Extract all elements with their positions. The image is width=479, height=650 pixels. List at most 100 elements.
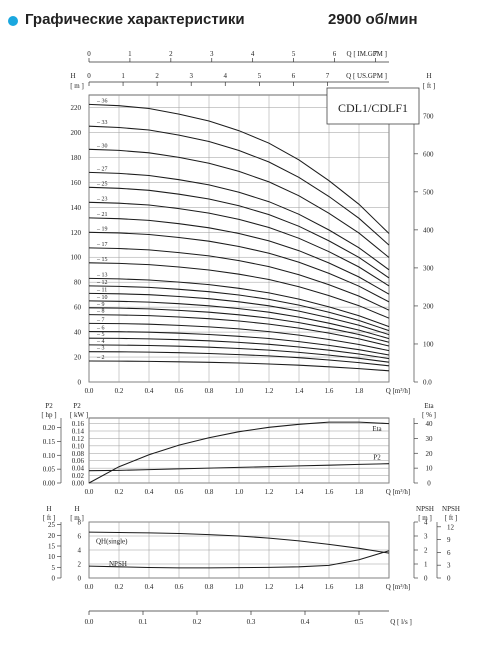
p2-series-label: P2	[373, 454, 381, 462]
hq-curve-30	[88, 148, 390, 258]
qh-m-tick-label: 4	[78, 547, 82, 555]
hq-curve-11	[88, 292, 390, 336]
hq-stage-label: – 33	[96, 120, 108, 126]
hq-stage-label: – 7	[96, 317, 105, 323]
npsh-x-tick-label: 1.6	[325, 583, 334, 591]
qh-ft-tick-label: 0	[52, 575, 56, 583]
im-gpm-tick-label: 7	[374, 50, 378, 58]
npsh-x-tick-label: 1.8	[355, 583, 364, 591]
p2-kw-tick-label: 0.06	[72, 457, 85, 465]
npsh-x-tick-label: 0.4	[145, 583, 154, 591]
hq-stage-label: – 27	[96, 166, 108, 172]
npsh-m-tick-label: 1	[424, 561, 428, 569]
npsh-ft-tick-label: 3	[447, 562, 451, 570]
hq-ft-tick-label: 400	[423, 226, 434, 234]
p2-x-tick-label: 0.6	[175, 488, 184, 496]
qh-m-ylabel: [ m ]	[70, 514, 84, 522]
p2-hp-ylabel: [ hp ]	[41, 411, 56, 419]
hq-stage-label: – 15	[96, 257, 108, 263]
p2-kw-tick-label: 0.10	[72, 442, 85, 450]
hq-curve-21	[88, 217, 390, 295]
hq-stage-label: – 4	[96, 339, 105, 345]
hq-curve-17	[88, 247, 390, 311]
im-gpm-tick-label: 0	[87, 50, 91, 58]
npsh-x-tick-label: 0.2	[115, 583, 124, 591]
model-label: CDL1/CDLF1	[338, 101, 408, 115]
p2-x-tick-label: 0.0	[85, 488, 94, 496]
hq-stage-label: – 10	[96, 295, 108, 301]
npsh-x-tick-label: 1.2	[265, 583, 274, 591]
ls-tick-label: 0.0	[85, 618, 94, 626]
qh-m-tick-label: 8	[78, 519, 82, 527]
hq-stage-label: – 6	[96, 325, 105, 331]
hq-ft-tick-label: 200	[423, 302, 434, 310]
hq-y-tick-label: 160	[71, 179, 82, 187]
hq-y-tick-label: 40	[74, 329, 82, 337]
hq-stage-label: – 30	[96, 143, 108, 149]
qh-ft-tick-label: 15	[48, 542, 56, 550]
hq-x-tick-label: 0.0	[85, 387, 94, 395]
hq-stage-label: – 36	[96, 98, 108, 104]
npsh-ft-tick-label: 9	[447, 536, 451, 544]
p2-x-tick-label: 0.4	[145, 488, 154, 496]
ls-tick-label: 0.3	[247, 618, 256, 626]
hq-curve-19	[88, 231, 390, 303]
eta-curve	[88, 421, 390, 484]
p2-x-tick-label: 1.8	[355, 488, 364, 496]
hq-curve-8	[88, 314, 390, 347]
ls-tick-label: 0.5	[355, 618, 364, 626]
qh-single-curve	[88, 531, 390, 554]
us-gpm-axis-label: Q [ US.GPM ]	[346, 72, 387, 80]
qh-ft-tick-label: 10	[48, 553, 56, 561]
hq-ylabel-h: H	[70, 72, 75, 80]
npsh-ft-tick-label: 6	[447, 549, 451, 557]
us-gpm-tick-label: 1	[121, 72, 125, 80]
hq-curve-25	[88, 186, 390, 279]
us-gpm-tick-label: 3	[189, 72, 193, 80]
hq-ft-tick-label: 700	[423, 112, 434, 120]
p2-kw-tick-label: 0.08	[72, 450, 85, 458]
qh-ft-tick-label: 20	[48, 532, 56, 540]
us-gpm-tick-label: 0	[87, 72, 91, 80]
hq-curve-7	[88, 322, 390, 352]
hq-stage-label: – 21	[96, 212, 108, 218]
hq-stage-label: – 13	[96, 272, 108, 278]
p2-kw-tick-label: 0.16	[72, 420, 85, 428]
hq-stage-label: – 2	[96, 355, 105, 361]
npsh-m-tick-label: 0	[424, 575, 428, 583]
ls-tick-label: 0.1	[139, 618, 148, 626]
hq-curve-13	[88, 277, 390, 328]
hq-ft-tick-label: 0.0	[423, 379, 432, 387]
page-title: Графические характеристики	[25, 11, 245, 28]
im-gpm-tick-label: 6	[333, 50, 337, 58]
npsh-curve	[88, 550, 390, 569]
hq-y-tick-label: 200	[71, 129, 82, 137]
npsh-m-tick-label: 2	[424, 547, 428, 555]
hq-x-axis-label: Q [m³/h]	[386, 387, 410, 395]
header: Графические характеристики 2900 об/мин	[0, 0, 479, 40]
hq-ft-tick-label: 600	[423, 150, 434, 158]
hq-y-tick-label: 20	[74, 354, 82, 362]
hq-y-tick-label: 0	[78, 379, 82, 387]
npsh-x-tick-label: 1.0	[235, 583, 244, 591]
hq-x-tick-label: 0.6	[175, 387, 184, 395]
p2-kw-ylabel-p2: P2	[73, 402, 81, 410]
hq-curve-15	[88, 262, 390, 319]
us-gpm-tick-label: 2	[155, 72, 159, 80]
p2-hp-ylabel-p2: P2	[45, 402, 53, 410]
npsh-ft-ylabel-npsh: NPSH	[442, 505, 460, 513]
npsh-x-axis-label: Q [m³/h]	[386, 583, 410, 591]
npsh-ft-ylabel: [ ft ]	[445, 514, 457, 522]
npsh-m-ylabel-npsh: NPSH	[416, 505, 434, 513]
hq-stage-label: – 12	[96, 280, 108, 286]
qh-m-ylabel-h: H	[74, 505, 79, 513]
hq-stage-label: – 11	[96, 287, 107, 293]
im-gpm-tick-label: 1	[128, 50, 132, 58]
im-gpm-tick-label: 3	[210, 50, 214, 58]
npsh-m-tick-label: 3	[424, 533, 428, 541]
hq-curve-23	[88, 201, 390, 287]
p2-hp-tick-label: 0.10	[43, 452, 56, 460]
us-gpm-tick-label: 6	[292, 72, 296, 80]
hq-curve-10	[88, 300, 390, 340]
